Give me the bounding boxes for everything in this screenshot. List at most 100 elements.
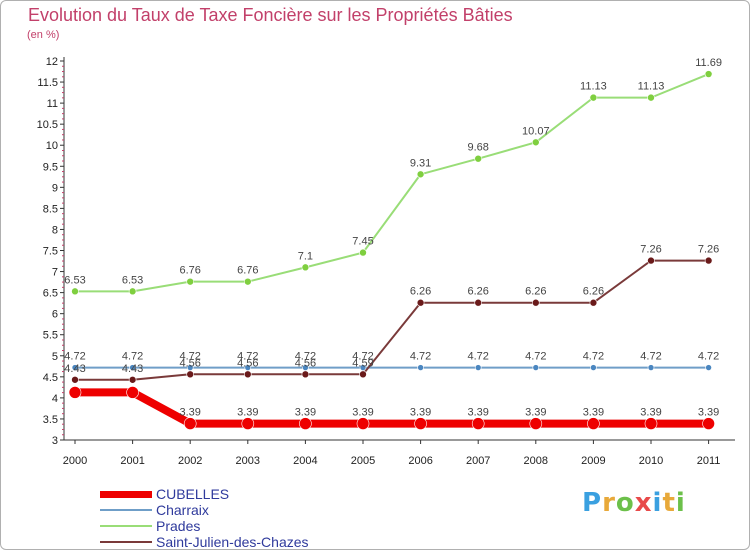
x-tick-label: 2003 (236, 455, 260, 467)
data-point (416, 170, 425, 179)
data-label: 4.72 (64, 351, 85, 363)
y-tick-label: 9 (52, 182, 58, 194)
y-tick-label: 6.5 (43, 288, 58, 300)
data-label: 3.39 (467, 407, 488, 419)
logo-letter: i (675, 488, 686, 518)
data-label: 7.45 (352, 236, 373, 248)
data-point (126, 386, 139, 399)
y-tick-label: 7.5 (43, 246, 58, 258)
legend-label: CUBELLES (156, 486, 230, 502)
data-point (704, 256, 713, 265)
x-tick-label: 2008 (524, 455, 548, 467)
data-point (531, 138, 540, 147)
x-tick-label: 2009 (581, 455, 605, 467)
data-label: 6.26 (410, 286, 431, 298)
legend-label: Prades (156, 518, 201, 534)
data-point (301, 263, 310, 272)
data-label: 7.26 (640, 244, 661, 256)
data-label: 9.31 (410, 157, 431, 169)
data-point (647, 256, 655, 265)
x-tick-label: 2004 (293, 455, 317, 467)
data-label: 6.76 (179, 265, 200, 277)
data-point (474, 154, 483, 163)
legend-label: Saint-Julien-des-Chazes (156, 534, 309, 550)
y-tick-label: 10.5 (37, 119, 58, 131)
legend-swatch (100, 541, 152, 543)
data-label: 6.26 (467, 286, 488, 298)
y-tick-label: 4.5 (43, 372, 58, 384)
y-tick-label: 3 (52, 435, 58, 447)
chart-legend: CUBELLES Charraix Prades Saint-Julien-des-C… (100, 486, 309, 550)
data-point (531, 298, 540, 307)
data-point (414, 417, 427, 430)
data-label: 6.76 (237, 265, 258, 277)
y-tick-label: 8 (52, 224, 58, 236)
data-label: 4.72 (410, 351, 431, 363)
legend-label: Charraix (156, 502, 209, 518)
data-label: 3.39 (583, 407, 604, 419)
series-line (74, 73, 710, 293)
data-label: 3.39 (640, 407, 661, 419)
data-point (529, 417, 543, 430)
logo-letter: x (634, 488, 653, 518)
data-point (532, 364, 540, 371)
data-point (299, 417, 312, 430)
data-label: 4.72 (122, 351, 143, 363)
data-point (301, 370, 310, 379)
data-label: 4.43 (122, 363, 143, 375)
y-tick-label: 7 (52, 267, 58, 279)
data-label: 11.13 (638, 81, 665, 93)
series-cubelles (68, 386, 715, 430)
y-tick-label: 6 (52, 309, 58, 321)
data-point (644, 417, 658, 430)
data-point (244, 277, 252, 286)
data-label: 3.39 (237, 407, 258, 419)
data-label: 7.1 (298, 250, 313, 262)
legend-item: Saint-Julien-des-Chazes (100, 534, 309, 550)
data-point (416, 298, 425, 307)
data-point (704, 70, 713, 78)
data-label: 3.39 (352, 407, 373, 419)
data-point (186, 370, 194, 379)
y-tick-label: 8.5 (43, 203, 58, 215)
data-label: 4.56 (179, 357, 200, 369)
proxiti-logo: Proxiti (582, 488, 686, 518)
data-label: 10.07 (522, 125, 550, 137)
data-point (359, 248, 367, 257)
data-point (647, 364, 655, 371)
data-point (186, 277, 194, 286)
data-label: 4.72 (640, 351, 661, 363)
data-point (589, 298, 598, 307)
data-label: 9.68 (467, 142, 488, 154)
data-label: 6.53 (122, 274, 143, 286)
series-saint-julien-des-chazes (71, 256, 713, 384)
legend-item: CUBELLES (100, 486, 309, 502)
data-point (589, 93, 598, 102)
data-label: 4.43 (64, 363, 85, 375)
logo-letter: i (652, 488, 663, 518)
y-tick-label: 5.5 (43, 330, 58, 342)
data-point (474, 298, 483, 307)
logo-letter: t (662, 488, 676, 518)
data-label: 4.56 (237, 357, 258, 369)
data-label: 4.72 (467, 351, 488, 363)
data-label: 4.72 (583, 351, 604, 363)
series-line (74, 259, 710, 381)
y-tick-label: 11.5 (37, 77, 58, 89)
data-point (244, 370, 252, 379)
legend-swatch (100, 509, 152, 511)
x-tick-label: 2011 (697, 455, 721, 467)
chart-title: Evolution du Taux de Taxe Foncière sur l… (28, 5, 513, 25)
y-tick-label: 3.5 (43, 414, 58, 426)
data-point (474, 364, 482, 371)
data-label: 4.72 (698, 351, 719, 363)
data-point (705, 364, 712, 371)
data-label: 7.26 (698, 244, 719, 256)
data-label: 3.39 (410, 407, 431, 419)
data-point (71, 375, 79, 384)
x-tick-label: 2010 (639, 455, 663, 467)
x-tick-label: 2007 (466, 455, 490, 467)
data-point (183, 417, 197, 430)
data-label: 4.72 (179, 351, 200, 363)
